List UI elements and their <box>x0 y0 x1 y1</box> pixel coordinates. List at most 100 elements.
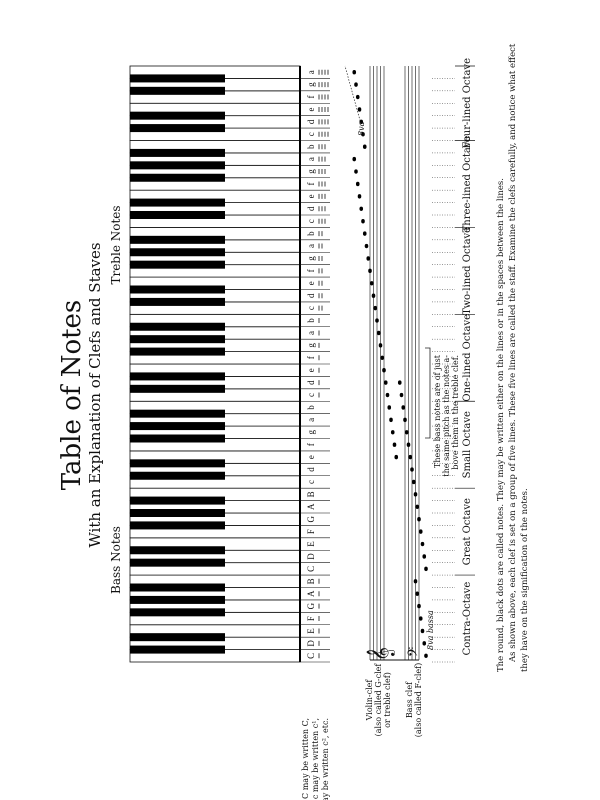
treble-note <box>359 206 364 211</box>
black-key <box>130 422 225 431</box>
key-letter: a <box>306 244 316 248</box>
note-naming-line-3: c̄ may be written c², etc. <box>321 718 330 800</box>
bass-note <box>417 603 421 609</box>
footnote-line-3: they have on the signification of the no… <box>520 488 530 672</box>
bass-note <box>397 380 402 385</box>
bracket-note-2: the same pitch as the notes a- <box>442 355 451 477</box>
octave-label: One-lined Octave <box>462 314 473 402</box>
black-key <box>130 583 225 592</box>
key-letter: b <box>306 231 316 236</box>
bass-note <box>415 504 420 509</box>
black-key <box>130 521 225 530</box>
treble-note <box>390 430 395 435</box>
black-key <box>130 235 225 244</box>
black-key <box>130 558 225 567</box>
treble-note <box>373 305 378 311</box>
key-letter: f <box>306 269 316 272</box>
key-letter: f <box>306 182 316 185</box>
treble-note <box>375 318 379 323</box>
key-letter: C <box>306 566 316 572</box>
black-key <box>130 322 225 331</box>
black-key <box>130 434 225 443</box>
treble-clef-icon: 𝄞 <box>366 647 395 661</box>
key-letter: f <box>306 356 316 359</box>
key-letter: e <box>306 368 316 372</box>
treble-note <box>392 442 397 447</box>
key-letter: a <box>306 331 316 335</box>
black-key <box>130 248 225 257</box>
treble-note <box>382 368 386 373</box>
treble-note <box>385 392 390 398</box>
key-letter: d <box>306 206 316 211</box>
bass-note <box>417 517 421 522</box>
footnote-line-1: The round, black dots are called notes. … <box>496 178 506 672</box>
key-letter: E <box>306 541 316 547</box>
treble-note <box>387 405 392 410</box>
bass-note <box>408 454 413 460</box>
treble-note <box>355 94 360 100</box>
key-letter: c <box>306 306 316 310</box>
key-letter: f <box>306 443 316 446</box>
black-key <box>130 173 225 182</box>
key-letter: a <box>306 70 316 74</box>
key-letter: d <box>306 380 316 385</box>
bass-note <box>418 616 423 621</box>
treble-note <box>352 156 357 162</box>
bass-note <box>403 417 407 423</box>
key-letter: b <box>306 318 316 323</box>
bass-notes-heading: Bass Notes <box>109 526 123 594</box>
black-key <box>130 347 225 356</box>
key-letter: D <box>306 640 316 647</box>
bass-note <box>420 541 425 547</box>
black-key <box>130 509 225 517</box>
page-title: Table of Notes <box>57 300 87 491</box>
black-key <box>130 111 225 120</box>
ottava-bassa-mark: 8va bassa <box>426 610 435 650</box>
bass-note <box>413 492 418 497</box>
key-letter: g <box>306 82 316 87</box>
key-letter: d <box>306 467 316 472</box>
treble-note <box>389 417 393 423</box>
treble-note <box>361 219 365 224</box>
key-letter: d <box>306 293 316 298</box>
treble-note <box>383 380 388 385</box>
octave-label: Three-lined Octave <box>462 135 473 232</box>
black-key <box>130 496 225 505</box>
bass-note <box>404 430 409 435</box>
key-letter: A <box>306 503 316 510</box>
treble-notes-heading: Treble Notes <box>109 205 123 284</box>
key-letter: B <box>306 491 316 497</box>
bracket-note-1: These bass notes are of just <box>433 354 442 468</box>
black-key <box>130 161 225 170</box>
treble-note <box>361 132 365 137</box>
key-letter: e <box>306 455 316 459</box>
treble-note <box>371 293 376 298</box>
key-letter: A <box>306 590 316 597</box>
violin-clef-label-3: or treble clef) <box>383 672 392 728</box>
bracket <box>425 347 431 439</box>
key-letter: E <box>306 628 316 634</box>
key-letter: B <box>306 578 316 584</box>
black-key <box>130 546 225 555</box>
key-letter: g <box>306 169 316 174</box>
note-naming-line-2: c may be written c¹, <box>311 718 320 799</box>
key-letter: g <box>306 256 316 261</box>
bass-note <box>424 566 428 572</box>
note-heads <box>352 70 428 658</box>
octave-label: Four-lined Octave <box>462 58 473 149</box>
key-letter: G <box>306 515 316 522</box>
bass-note <box>406 442 411 447</box>
octave-label: Contra-Octave <box>462 582 473 656</box>
ottava-mark: 8va <box>357 121 366 136</box>
treble-note <box>362 144 367 149</box>
black-key <box>130 608 225 617</box>
key-letter: F <box>306 616 316 621</box>
piano-keyboard <box>129 65 301 663</box>
octave-label: Great Octave <box>462 498 473 565</box>
bass-note <box>422 641 427 646</box>
bass-note <box>413 579 418 584</box>
black-key <box>130 198 225 207</box>
treble-note <box>380 355 385 360</box>
key-letter: c <box>306 132 316 136</box>
